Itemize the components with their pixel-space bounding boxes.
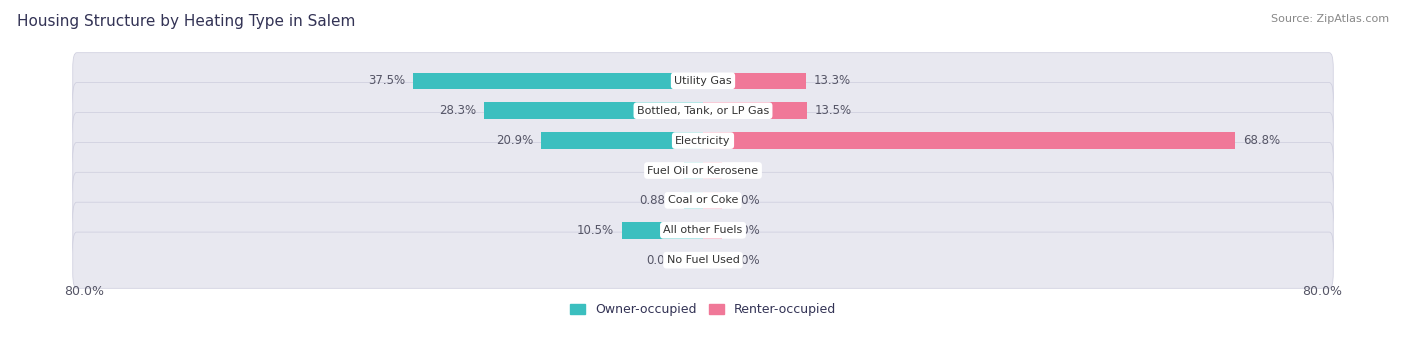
- Bar: [703, 73, 806, 89]
- Text: 0.88%: 0.88%: [638, 194, 676, 207]
- Text: All other Fuels: All other Fuels: [664, 225, 742, 235]
- Text: 2.0%: 2.0%: [647, 164, 676, 177]
- Text: Coal or Coke: Coal or Coke: [668, 195, 738, 205]
- Text: 28.3%: 28.3%: [439, 104, 477, 117]
- Bar: [683, 252, 703, 268]
- Text: 0.0%: 0.0%: [730, 254, 759, 267]
- Bar: [413, 73, 703, 89]
- Text: 13.5%: 13.5%: [815, 104, 852, 117]
- Text: 13.3%: 13.3%: [814, 74, 851, 87]
- Text: 68.8%: 68.8%: [1243, 134, 1279, 147]
- Text: 2.4%: 2.4%: [730, 164, 759, 177]
- FancyBboxPatch shape: [73, 113, 1333, 169]
- FancyBboxPatch shape: [73, 172, 1333, 228]
- Text: Electricity: Electricity: [675, 136, 731, 146]
- Bar: [703, 252, 723, 268]
- Text: Utility Gas: Utility Gas: [675, 76, 731, 86]
- FancyBboxPatch shape: [73, 83, 1333, 139]
- Bar: [541, 132, 703, 149]
- Bar: [683, 192, 703, 209]
- Legend: Owner-occupied, Renter-occupied: Owner-occupied, Renter-occupied: [565, 298, 841, 321]
- FancyBboxPatch shape: [73, 202, 1333, 258]
- Text: 0.0%: 0.0%: [647, 254, 676, 267]
- Text: Housing Structure by Heating Type in Salem: Housing Structure by Heating Type in Sal…: [17, 14, 356, 29]
- FancyBboxPatch shape: [73, 143, 1333, 198]
- Text: 2.0%: 2.0%: [730, 224, 759, 237]
- FancyBboxPatch shape: [73, 232, 1333, 288]
- Bar: [703, 132, 1234, 149]
- Bar: [703, 162, 723, 179]
- Text: 20.9%: 20.9%: [496, 134, 534, 147]
- Bar: [621, 222, 703, 238]
- Bar: [703, 192, 723, 209]
- FancyBboxPatch shape: [73, 53, 1333, 109]
- Text: No Fuel Used: No Fuel Used: [666, 255, 740, 265]
- Bar: [703, 222, 723, 238]
- Text: Fuel Oil or Kerosene: Fuel Oil or Kerosene: [647, 165, 759, 176]
- Text: 10.5%: 10.5%: [576, 224, 614, 237]
- Text: 0.0%: 0.0%: [730, 194, 759, 207]
- Text: Source: ZipAtlas.com: Source: ZipAtlas.com: [1271, 14, 1389, 24]
- Text: 37.5%: 37.5%: [368, 74, 405, 87]
- Text: Bottled, Tank, or LP Gas: Bottled, Tank, or LP Gas: [637, 106, 769, 116]
- Bar: [484, 103, 703, 119]
- Bar: [683, 162, 703, 179]
- Bar: [703, 103, 807, 119]
